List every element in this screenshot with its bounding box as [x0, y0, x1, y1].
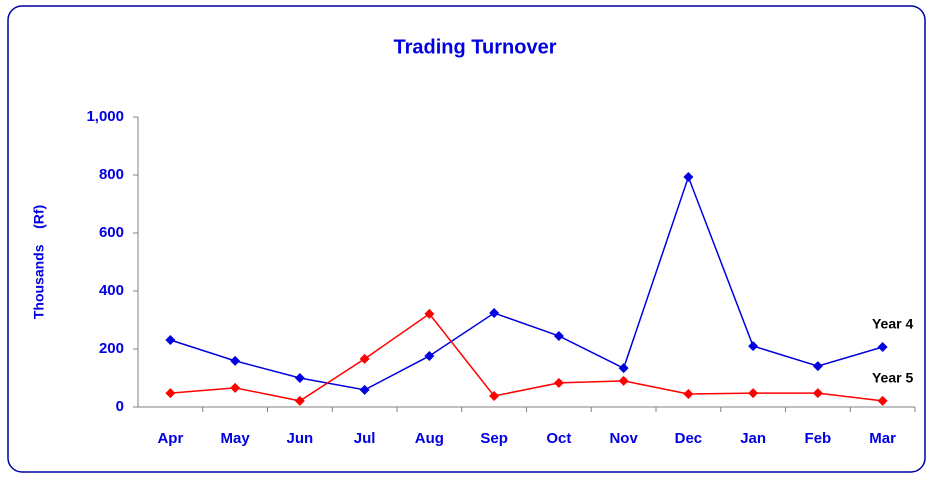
marker — [294, 395, 305, 406]
y-axis-label: Thousands (Rf) — [31, 205, 47, 319]
marker — [748, 388, 759, 399]
marker — [553, 377, 564, 388]
x-tick-label: Aug — [415, 430, 444, 447]
marker — [165, 388, 176, 399]
x-tick-label: Apr — [157, 430, 183, 447]
marker — [618, 375, 629, 386]
marker — [489, 308, 500, 319]
x-tick-label: Jul — [354, 430, 376, 447]
x-tick-label: Nov — [609, 430, 638, 447]
x-tick-label: Sep — [480, 430, 508, 447]
x-tick-label: Dec — [675, 430, 703, 447]
x-tick-label: May — [221, 430, 251, 447]
x-tick-label: Jun — [287, 430, 314, 447]
marker — [359, 353, 370, 364]
y-tick-label: 800 — [99, 166, 124, 183]
marker — [424, 308, 435, 319]
marker — [359, 384, 370, 395]
marker — [683, 172, 694, 183]
series-label: Year 4 — [872, 316, 913, 332]
chart-title: Trading Turnover — [394, 36, 557, 58]
x-tick-label: Oct — [546, 430, 571, 447]
marker — [424, 350, 435, 361]
series-label: Year 5 — [872, 370, 913, 386]
x-tick-label: Feb — [805, 430, 832, 447]
y-tick-label: 200 — [99, 340, 124, 357]
series-line — [170, 174, 883, 391]
marker — [489, 390, 500, 401]
x-tick-label: Mar — [869, 430, 896, 447]
marker — [165, 335, 176, 346]
y-tick-label: 600 — [99, 224, 124, 241]
x-tick-label: Jan — [740, 430, 766, 447]
marker — [618, 363, 629, 374]
marker — [553, 330, 564, 341]
marker — [230, 355, 241, 366]
y-tick-label: 0 — [116, 398, 124, 415]
marker — [230, 382, 241, 393]
series-line — [170, 312, 883, 402]
chart-frame — [7, 5, 926, 473]
marker — [877, 395, 888, 406]
marker — [294, 373, 305, 383]
y-tick-label: 1,000 — [86, 108, 124, 125]
y-tick-label: 400 — [99, 282, 124, 299]
marker — [748, 341, 759, 352]
marker — [877, 341, 888, 352]
marker — [683, 388, 694, 399]
marker — [812, 388, 823, 399]
marker — [812, 361, 823, 372]
